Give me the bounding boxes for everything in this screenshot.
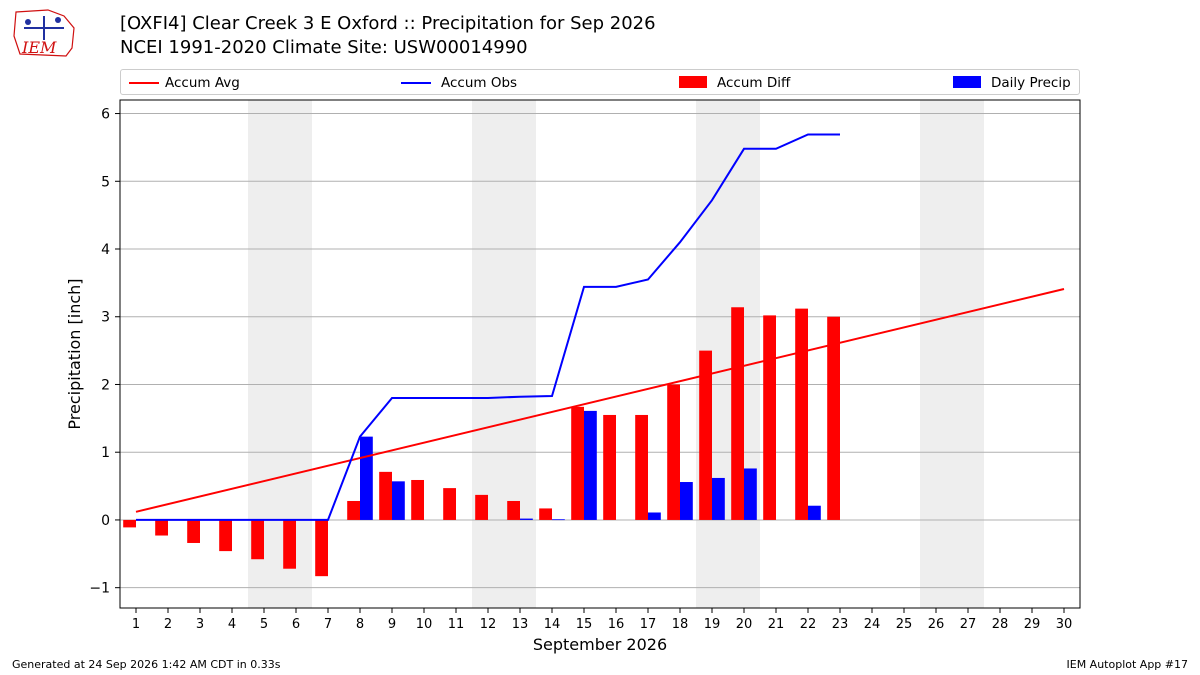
- y-tick-label: 0: [101, 513, 110, 529]
- x-tick-label: 8: [356, 617, 364, 632]
- legend-label: Accum Avg: [165, 75, 240, 91]
- legend-swatch-accum-diff: [679, 76, 707, 88]
- x-tick-label: 29: [1024, 617, 1041, 632]
- x-tick-label: 27: [960, 617, 977, 632]
- x-tick-label: 25: [896, 617, 913, 632]
- chart-subtitle: NCEI 1991-2020 Climate Site: USW00014990: [120, 37, 528, 58]
- accum-diff-bar: [283, 519, 296, 569]
- accum-diff-bar: [219, 519, 232, 552]
- x-tick-label: 14: [544, 617, 561, 632]
- x-tick-label: 19: [704, 617, 721, 632]
- generated-timestamp: Generated at 24 Sep 2026 1:42 AM CDT in …: [12, 658, 281, 671]
- daily-precip-bar: [584, 410, 597, 520]
- legend-label: Accum Obs: [441, 75, 518, 91]
- daily-precip-bar: [808, 505, 821, 520]
- x-tick-label: 10: [416, 617, 433, 632]
- accum-diff-bar: [699, 350, 712, 520]
- x-tick-label: 20: [736, 617, 753, 632]
- accum-diff-bar: [123, 519, 136, 528]
- x-tick-label: 4: [228, 617, 236, 632]
- x-tick-label: 15: [576, 617, 593, 632]
- weekend-shade: [952, 100, 984, 608]
- x-tick-label: 3: [196, 617, 204, 632]
- x-tick-label: 2: [164, 617, 172, 632]
- accum-diff-bar: [795, 308, 808, 520]
- y-axis-label: Precipitation [inch]: [65, 278, 84, 429]
- accum-diff-bar: [411, 479, 424, 520]
- x-tick-label: 24: [864, 617, 881, 632]
- x-tick-label: 26: [928, 617, 945, 632]
- x-tick-label: 30: [1056, 617, 1073, 632]
- x-tick-label: 13: [512, 617, 529, 632]
- y-tick-label: 5: [101, 174, 110, 190]
- accum-diff-bar: [379, 471, 392, 520]
- daily-precip-bar: [360, 436, 373, 520]
- weekend-shade: [504, 100, 536, 608]
- legend-label: Daily Precip: [991, 75, 1071, 91]
- x-tick-label: 21: [768, 617, 785, 632]
- y-tick-label: 6: [101, 107, 110, 123]
- plot-frame: [119, 99, 1081, 609]
- x-tick-label: 28: [992, 617, 1009, 632]
- x-tick-label: 12: [480, 617, 497, 632]
- accum-diff-bar: [475, 494, 488, 520]
- daily-precip-bar: [648, 512, 661, 520]
- logo-text: IEM: [21, 38, 57, 57]
- y-tick-label: −1: [89, 581, 110, 597]
- accum-diff-bar: [763, 315, 776, 520]
- accum-diff-bar: [539, 508, 552, 520]
- x-tick-label: 7: [324, 617, 332, 632]
- accum-diff-bar: [315, 519, 328, 577]
- daily-precip-bar: [680, 482, 693, 520]
- accum-diff-bar: [443, 488, 456, 520]
- x-tick-label: 1: [132, 617, 140, 632]
- accum-diff-bar: [571, 406, 584, 520]
- x-tick-label: 17: [640, 617, 657, 632]
- weekend-shade: [472, 100, 504, 608]
- x-tick-label: 22: [800, 617, 817, 632]
- daily-precip-bar: [392, 481, 405, 520]
- daily-precip-bar: [520, 518, 533, 520]
- accum-diff-bar: [827, 316, 840, 520]
- x-tick-label: 18: [672, 617, 689, 632]
- x-tick-label: 6: [292, 617, 300, 632]
- legend: Accum Avg Accum Obs Accum Diff Daily Pre…: [120, 69, 1080, 95]
- y-tick-label: 2: [101, 377, 110, 393]
- app-credit: IEM Autoplot App #17: [1066, 658, 1189, 671]
- y-tick-label: 4: [101, 242, 110, 258]
- iem-logo: IEM: [13, 9, 75, 57]
- y-tick-label: 1: [101, 445, 110, 461]
- x-tick-label: 9: [388, 617, 396, 632]
- daily-precip-bar: [744, 468, 757, 520]
- accum-diff-bar: [187, 519, 200, 543]
- accum-diff-bar: [667, 384, 680, 520]
- weekend-shade: [920, 100, 952, 608]
- x-tick-label: 23: [832, 617, 849, 632]
- accum-diff-bar: [347, 500, 360, 520]
- accum-diff-bar: [155, 519, 168, 536]
- accum-diff-bar: [731, 307, 744, 520]
- accum-diff-bar: [635, 414, 648, 520]
- accum-diff-bar: [251, 519, 264, 560]
- accum-diff-bar: [603, 414, 616, 520]
- x-tick-label: 5: [260, 617, 268, 632]
- legend-label: Accum Diff: [717, 75, 791, 91]
- accum-avg-line: [135, 288, 1065, 513]
- x-tick-label: 11: [448, 617, 465, 632]
- legend-swatch-daily-precip: [953, 76, 981, 88]
- daily-precip-bar: [552, 519, 565, 521]
- accum-obs-line: [136, 133, 840, 521]
- x-axis-label: September 2026: [533, 635, 667, 654]
- accum-diff-bar: [507, 500, 520, 520]
- chart-title: [OXFI4] Clear Creek 3 E Oxford :: Precip…: [120, 13, 656, 34]
- x-tick-label: 16: [608, 617, 625, 632]
- legend-swatch-accum-avg: [129, 82, 159, 84]
- legend-swatch-accum-obs: [401, 82, 431, 84]
- y-tick-label: 3: [101, 310, 110, 326]
- daily-precip-bar: [712, 477, 725, 520]
